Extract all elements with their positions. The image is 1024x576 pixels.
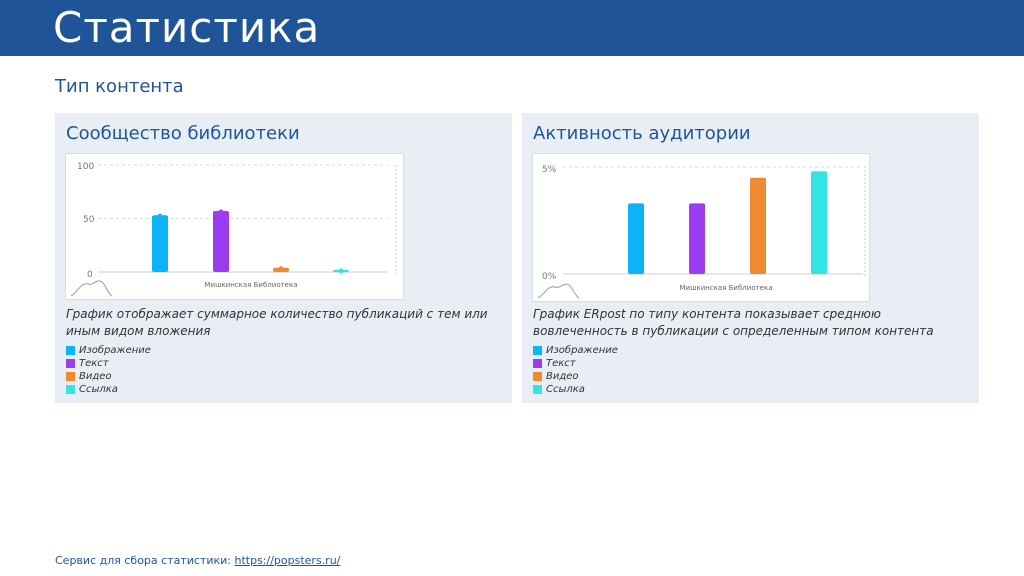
y-tick-label: 0% <box>542 272 557 282</box>
legend-label: Видео <box>79 371 112 382</box>
chart-container: 5% 0% Мишкинская Библиотека <box>533 154 869 301</box>
legend-item: Изображение <box>66 344 151 357</box>
legend-item: Изображение <box>533 344 618 357</box>
legend-swatch <box>66 359 75 368</box>
legend: Изображение Текст Видео Ссылка <box>66 344 151 396</box>
header-bar: Статистика <box>0 0 1024 56</box>
panel-audience: Активность аудитории 5% 0% Мишкинская Би… <box>522 113 979 403</box>
chart-container: 100 50 0 Мишкинская Библиотека <box>66 154 403 299</box>
y-tick-label: 50 <box>83 215 95 225</box>
legend-swatch <box>66 372 75 381</box>
bar-1[interactable] <box>628 203 644 274</box>
bar-4[interactable] <box>811 171 827 274</box>
legend-item: Видео <box>66 370 151 383</box>
bar-1[interactable] <box>152 215 168 272</box>
popsters-link[interactable]: https://popsters.ru/ <box>234 554 341 567</box>
panel-title: Сообщество библиотеки <box>66 123 300 144</box>
legend-item: Ссылка <box>533 383 618 396</box>
chart-description: График ERpost по типу контента показывае… <box>533 307 934 338</box>
legend-swatch <box>533 372 542 381</box>
panel-title: Активность аудитории <box>533 123 751 144</box>
legend: Изображение Текст Видео Ссылка <box>533 344 618 396</box>
navigator-thumbnail <box>537 283 580 299</box>
bar-marker-3 <box>278 266 284 272</box>
legend-item: Видео <box>533 370 618 383</box>
legend-label: Изображение <box>79 345 151 356</box>
legend-label: Ссылка <box>546 384 585 395</box>
legend-swatch <box>533 385 542 394</box>
footer-text: Сервис для сбора статистики: <box>55 554 231 567</box>
legend-swatch <box>66 385 75 394</box>
legend-label: Видео <box>546 371 579 382</box>
legend-item: Текст <box>66 357 151 370</box>
bar-2[interactable] <box>213 211 229 272</box>
footer: Сервис для сбора статистики: https://pop… <box>55 554 340 567</box>
y-tick-label: 100 <box>77 162 94 172</box>
legend-swatch <box>533 359 542 368</box>
y-tick-label: 5% <box>542 165 557 175</box>
bar-marker-1 <box>157 213 163 219</box>
x-axis-label: Мишкинская Библиотека <box>679 284 772 292</box>
bar-chart-community: 100 50 0 Мишкинская Библиотека <box>70 162 397 297</box>
legend-label: Ссылка <box>79 384 118 395</box>
y-tick-label: 0 <box>87 270 93 280</box>
page-title: Статистика <box>53 3 321 52</box>
bar-marker-2 <box>218 209 224 215</box>
section-title: Тип контента <box>55 76 184 97</box>
legend-label: Текст <box>546 358 576 369</box>
x-axis-label: Мишкинская Библиотека <box>204 281 297 289</box>
bar-marker-4 <box>338 268 344 274</box>
legend-label: Изображение <box>546 345 618 356</box>
legend-swatch <box>533 346 542 355</box>
bar-2[interactable] <box>689 203 705 274</box>
legend-item: Ссылка <box>66 383 151 396</box>
navigator-thumbnail <box>70 280 113 297</box>
bar-3[interactable] <box>750 177 766 274</box>
panel-community: Сообщество библиотеки 100 50 0 Мишкинска… <box>55 113 512 403</box>
bar-chart-audience: 5% 0% Мишкинская Библиотека <box>537 165 866 299</box>
legend-label: Текст <box>79 358 109 369</box>
chart-description: График отображает суммарное количество п… <box>66 307 488 338</box>
legend-swatch <box>66 346 75 355</box>
legend-item: Текст <box>533 357 618 370</box>
